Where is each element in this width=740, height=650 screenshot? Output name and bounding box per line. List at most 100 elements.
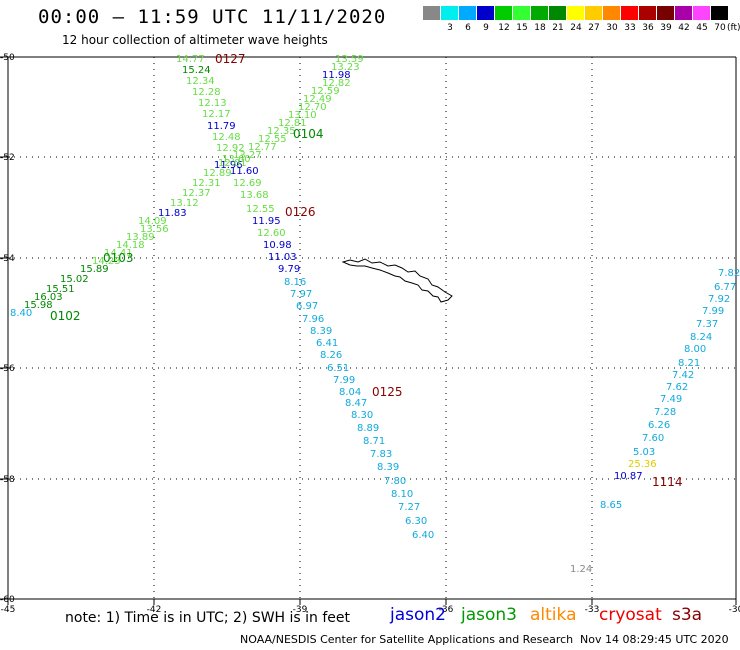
wave-height-reading: 8.39	[310, 326, 332, 337]
legend-swatch	[621, 6, 638, 20]
wave-height-reading: 12.34	[186, 76, 215, 87]
pass-time-label: 0104	[293, 127, 324, 141]
lon-tick-label: -39	[293, 605, 308, 615]
wave-height-reading: 7.96	[302, 314, 324, 325]
wave-height-reading: 12.17	[202, 109, 231, 120]
wave-height-reading: 7.60	[642, 433, 664, 444]
legend-label: 3	[447, 23, 453, 33]
wave-height-reading: 13.60	[222, 154, 251, 165]
pass-time-label: 0126	[285, 205, 316, 219]
wave-height-reading: 11.60	[230, 166, 259, 177]
wave-height-reading: 7.28	[654, 407, 676, 418]
wave-height-reading: 8.47	[345, 398, 367, 409]
wave-height-reading: 12.77	[248, 142, 277, 153]
wave-height-reading: 7.83	[370, 449, 392, 460]
legend-label: 36	[642, 23, 654, 33]
wave-height-reading: 12.13	[198, 98, 227, 109]
wave-height-reading: 7.27	[398, 502, 420, 513]
wave-height-reading: 8.24	[690, 332, 712, 343]
legend-label: 18	[534, 23, 546, 33]
wave-height-reading: 13.68	[240, 190, 269, 201]
legend-label: 21	[552, 23, 564, 33]
lat-tick-label: -60	[0, 595, 15, 605]
wave-height-reading: 10.98	[263, 240, 292, 251]
legend-label: 42	[678, 23, 690, 33]
wave-height-reading: 13.27	[233, 150, 262, 161]
wave-height-reading: 8.26	[320, 350, 342, 361]
wave-height-reading: 13.10	[288, 110, 317, 121]
wave-height-reading: 15.98	[24, 300, 53, 311]
legend-swatch	[549, 6, 566, 20]
lon-tick-label: -42	[147, 605, 162, 615]
legend-swatch	[531, 6, 548, 20]
wave-height-reading: 12.35	[267, 126, 296, 137]
wave-height-reading: 8.40	[10, 308, 32, 319]
wave-height-reading: 8.21	[678, 358, 700, 369]
wave-height-reading: 8.30	[351, 410, 373, 421]
wave-height-reading: 12.37	[182, 188, 211, 199]
wave-height-reading: 7.42	[672, 370, 694, 381]
wave-height-reading: 13.12	[170, 198, 199, 209]
wave-height-reading: 12.01	[218, 158, 247, 169]
wave-height-reading: 7.99	[333, 375, 355, 386]
wave-height-reading: 8.04	[339, 387, 361, 398]
legend-label: 39	[660, 23, 672, 33]
wave-height-reading: 7.92	[708, 294, 730, 305]
wave-height-reading: 8.39	[377, 462, 399, 473]
wave-height-reading: 6.97	[296, 301, 318, 312]
wave-height-reading: 12.49	[303, 94, 332, 105]
wave-height-reading: 12.60	[257, 228, 286, 239]
wave-height-reading: 12.28	[192, 87, 221, 98]
legend-label: 30	[606, 23, 618, 33]
footer-note: note: 1) Time is in UTC; 2) SWH is in fe…	[65, 610, 351, 626]
pass-time-label: 0103	[103, 251, 134, 265]
wave-height-reading: 7.37	[696, 319, 718, 330]
satellite-name-s3a: s3a	[672, 605, 703, 625]
wave-height-reading: 6.41	[316, 338, 338, 349]
legend-swatch	[693, 6, 710, 20]
wave-height-reading: 12.69	[233, 178, 262, 189]
legend-swatch	[711, 6, 728, 20]
wave-height-reading: 14.41	[104, 248, 133, 259]
wave-height-reading: 12.89	[203, 168, 232, 179]
legend-label: 33	[624, 23, 636, 33]
wave-height-reading: 11.83	[158, 208, 187, 219]
wave-height-reading: 9.79	[278, 264, 300, 275]
wave-height-reading: 11.03	[268, 252, 297, 263]
wave-height-reading: 13.59	[335, 54, 364, 65]
legend-unit: (ft)	[727, 23, 740, 33]
legend-swatch	[495, 6, 512, 20]
wave-height-reading: 8.00	[684, 344, 706, 355]
wave-height-reading: 15.51	[46, 284, 75, 295]
legend-label: 27	[588, 23, 600, 33]
wave-height-reading: 14.09	[138, 216, 167, 227]
lat-tick-label: -58	[0, 475, 15, 485]
legend-swatch	[567, 6, 584, 20]
legend-label: 45	[696, 23, 708, 33]
legend-swatch	[639, 6, 656, 20]
wave-height-reading: 6.77	[714, 282, 736, 293]
wave-height-reading: 8.10	[391, 489, 413, 500]
wave-height-reading: 8.16	[284, 277, 306, 288]
legend-label: 6	[465, 23, 471, 33]
legend-label: 70	[714, 23, 726, 33]
wave-height-reading: 12.48	[212, 132, 241, 143]
legend-swatch	[423, 6, 440, 20]
legend-label: 12	[498, 23, 510, 33]
wave-height-reading: 11.79	[207, 121, 236, 132]
chart-title: 00:00 — 11:59 UTC 11/11/2020	[38, 6, 387, 28]
wave-height-reading: 7.99	[702, 306, 724, 317]
wave-height-reading: 6.51	[327, 363, 349, 374]
pass-time-label: 1114	[652, 475, 683, 489]
wave-height-reading: 7.97	[290, 289, 312, 300]
wave-height-reading: 14.77	[176, 54, 205, 65]
wave-height-reading: 7.62	[666, 382, 688, 393]
wave-height-reading: 13.89	[126, 232, 155, 243]
wave-height-reading: 13.56	[140, 224, 169, 235]
lon-tick-label: -36	[439, 605, 454, 615]
wave-height-reading: 14.18	[116, 240, 145, 251]
legend-swatch	[603, 6, 620, 20]
wave-height-reading: 8.65	[600, 500, 622, 511]
legend-swatch	[459, 6, 476, 20]
legend-swatch	[441, 6, 458, 20]
